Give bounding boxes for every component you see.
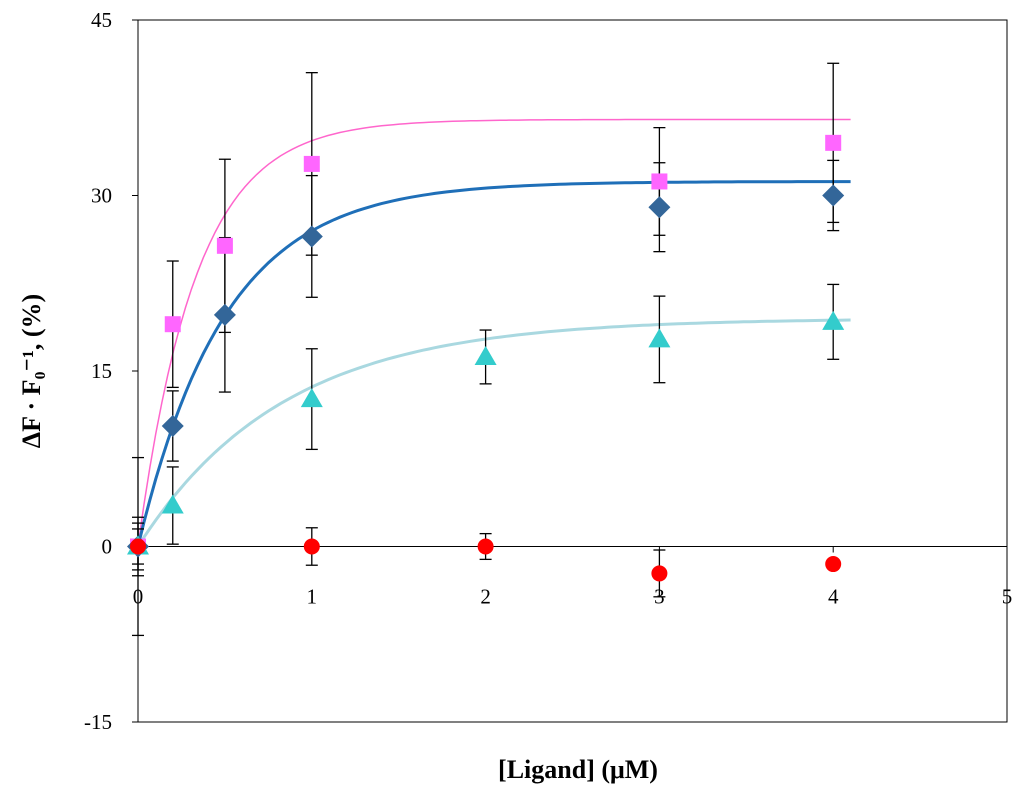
triangle-marker [822,310,845,330]
square-marker [216,237,233,254]
diamond-marker [161,414,184,437]
x-tick-label: 2 [480,585,491,609]
triangle-marker [161,494,184,514]
x-axis-title: [Ligand] (μM) [498,755,658,784]
x-tick-label: 4 [828,585,839,609]
circle-marker [825,556,842,573]
square-marker [825,134,842,151]
y-tick-label: 45 [91,8,112,32]
circle-marker [303,538,320,555]
triangle-marker [648,328,671,348]
diamond-marker [300,225,323,248]
square-marker [303,155,320,172]
fit-curve [136,318,851,548]
circle-marker [477,538,494,555]
y-tick-label: 0 [102,535,113,559]
triangle-marker [300,388,323,408]
circle-marker [130,538,146,555]
square-marker [651,173,668,190]
x-tick-label: 5 [1002,585,1013,609]
y-tick-label: 15 [91,359,112,383]
diamond-marker [213,303,236,326]
diamond-marker [648,196,671,219]
y-tick-label: -15 [84,710,112,734]
diamond-marker [822,184,845,207]
square-marker [164,316,181,333]
plot-area [137,19,1008,723]
fit-curve [136,180,851,547]
y-tick-label: 30 [91,184,112,208]
triangle-marker [474,345,497,365]
y-axis-title: ΔF · F₀⁻¹, (%) [17,294,46,448]
circle-marker [651,565,668,582]
fit-curve [137,118,851,547]
x-tick-label: 1 [307,585,318,609]
